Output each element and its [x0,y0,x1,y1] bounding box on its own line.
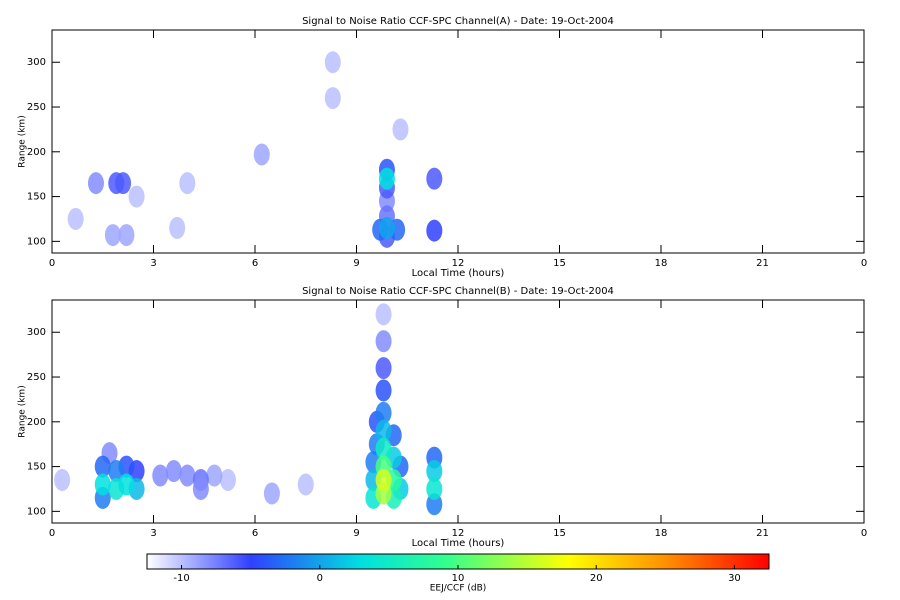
x-tick-label: 12 [452,528,465,539]
y-tick-label: 100 [27,236,46,247]
y-tick-label: 150 [27,462,46,473]
cell [426,167,443,190]
panel-title: Signal to Noise Ratio CCF-SPC Channel(A)… [302,16,614,27]
x-tick-label: 21 [756,258,769,269]
x-tick-label: 18 [655,528,668,539]
cell [375,469,392,492]
colorbar-label: EEJ/CCF (dB) [430,584,487,594]
x-tick-label: 15 [553,258,566,269]
y-tick-label: 200 [27,147,46,158]
x-axis-label: Local Time (hours) [412,538,505,549]
colorbar-tick-label: 30 [728,573,741,584]
x-tick-label: 3 [150,528,156,539]
cell [152,464,169,487]
cell [426,477,443,500]
cell [118,224,135,247]
cell [375,401,392,424]
cell [219,469,236,492]
x-tick-label: 9 [353,528,359,539]
panel-title: Signal to Noise Ratio CCF-SPC Channel(B)… [302,286,614,297]
cell [375,379,392,402]
cell [87,172,104,195]
x-tick-label: 0 [49,258,55,269]
cell [324,51,341,74]
y-tick-label: 300 [27,57,46,68]
x-tick-label: 21 [756,528,769,539]
x-tick-label: 6 [252,258,258,269]
cell [263,482,280,505]
cell [392,118,409,141]
cell [104,224,121,247]
y-axis-label: Range (km) [18,385,28,437]
colorbar-tick-label: 20 [590,573,603,584]
cell [375,330,392,353]
cell [426,493,443,516]
cell [253,143,270,166]
cell [324,87,341,110]
cell [118,473,135,496]
cell [179,172,196,195]
x-tick-label: 6 [252,528,258,539]
y-tick-label: 200 [27,417,46,428]
cell [375,419,392,442]
cell [115,172,132,195]
x-tick-label: 12 [452,258,465,269]
cell [128,185,145,208]
cell [426,219,443,242]
cell [375,357,392,380]
cell [297,473,314,496]
cell [378,216,395,239]
y-tick-label: 250 [27,372,46,383]
cell [94,455,111,478]
cell [169,216,186,239]
cell [378,167,395,190]
cell [67,207,84,230]
cell [165,460,182,483]
colorbar-tick-label: 10 [452,573,465,584]
y-tick-label: 250 [27,102,46,113]
x-tick-label: 0 [861,258,867,269]
cell [206,464,223,487]
cell [426,460,443,483]
y-axis-label: Range (km) [18,115,28,167]
x-tick-label: 9 [353,258,359,269]
cell [375,437,392,460]
cell [108,460,125,483]
cell [375,303,392,326]
x-tick-label: 0 [49,528,55,539]
x-tick-label: 3 [150,258,156,269]
plot-frame [51,299,865,524]
colorbar-tick-label: 0 [317,573,323,584]
x-tick-label: 0 [861,528,867,539]
x-tick-label: 15 [553,528,566,539]
cell [54,469,71,492]
colorbar-tick-label: -10 [173,573,189,584]
cell [94,473,111,496]
x-axis-label: Local Time (hours) [412,268,505,279]
x-tick-label: 18 [655,258,668,269]
cell [192,477,209,500]
y-tick-label: 100 [27,506,46,517]
y-tick-label: 300 [27,327,46,338]
y-tick-label: 150 [27,192,46,203]
cell [179,464,196,487]
